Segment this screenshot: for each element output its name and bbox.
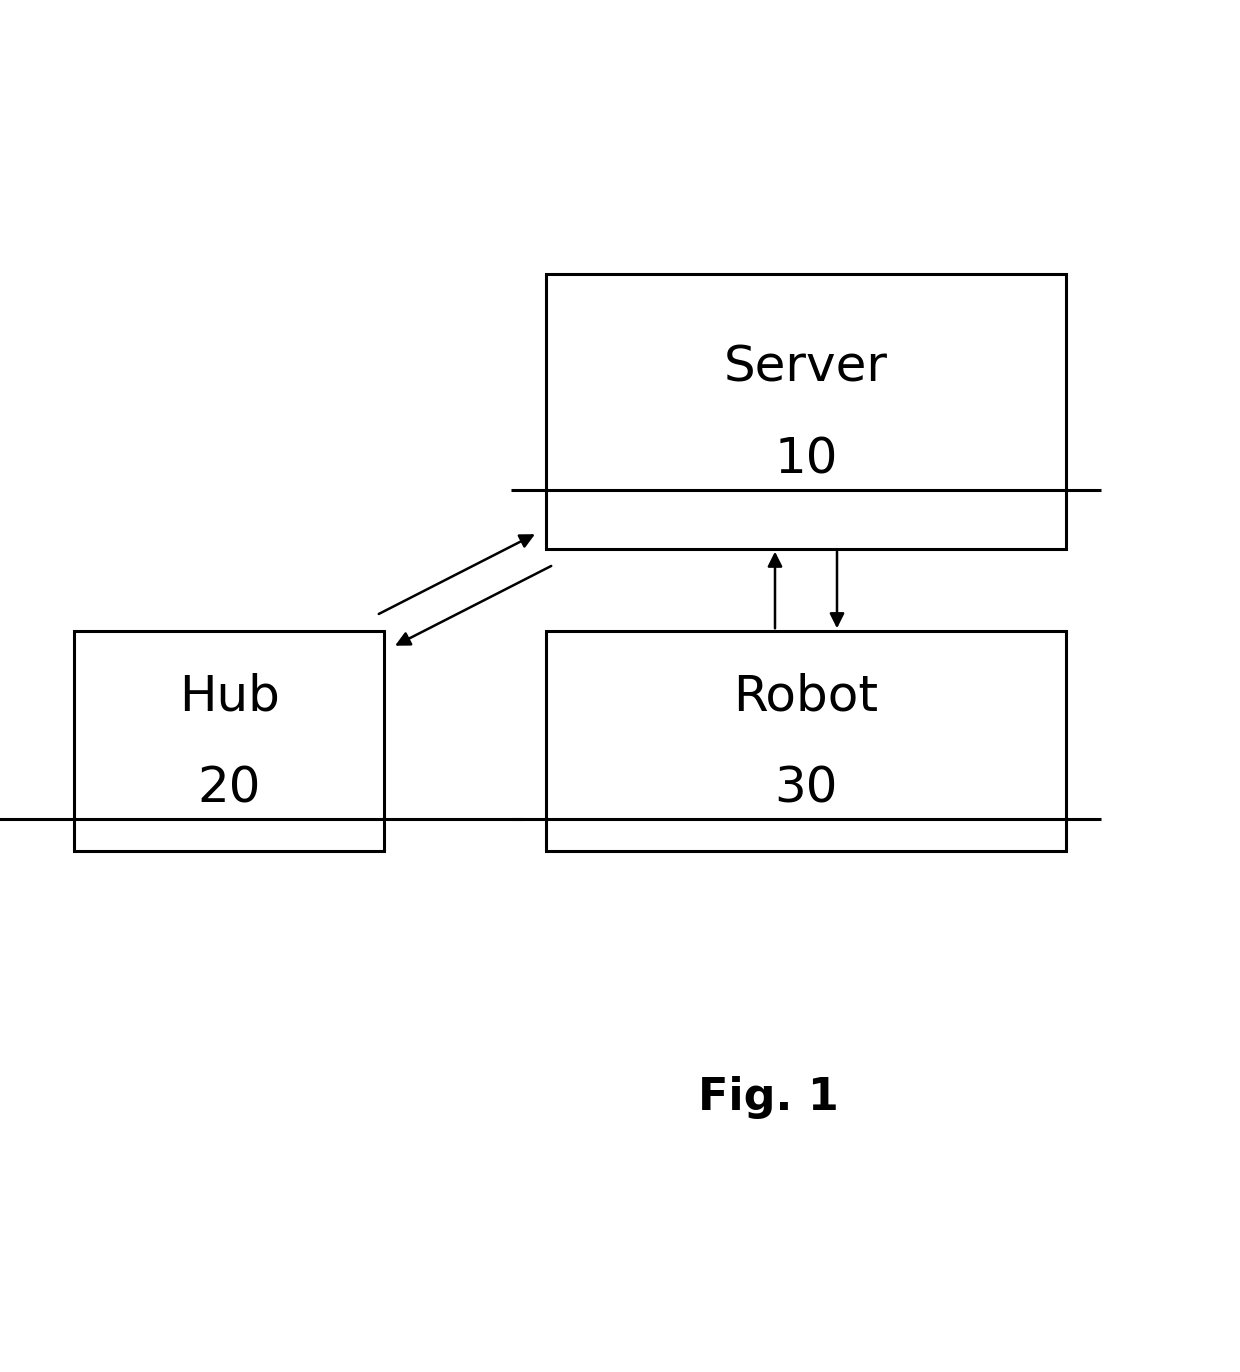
Text: 10: 10 [774, 436, 838, 483]
Text: Hub: Hub [179, 674, 280, 720]
Text: 30: 30 [774, 766, 838, 812]
Bar [546, 274, 1066, 549]
Bar [74, 631, 384, 851]
Text: 20: 20 [197, 766, 262, 812]
Text: Robot: Robot [733, 674, 879, 720]
Text: Server: Server [724, 344, 888, 391]
Text: Fig. 1: Fig. 1 [698, 1076, 839, 1120]
Bar [546, 631, 1066, 851]
